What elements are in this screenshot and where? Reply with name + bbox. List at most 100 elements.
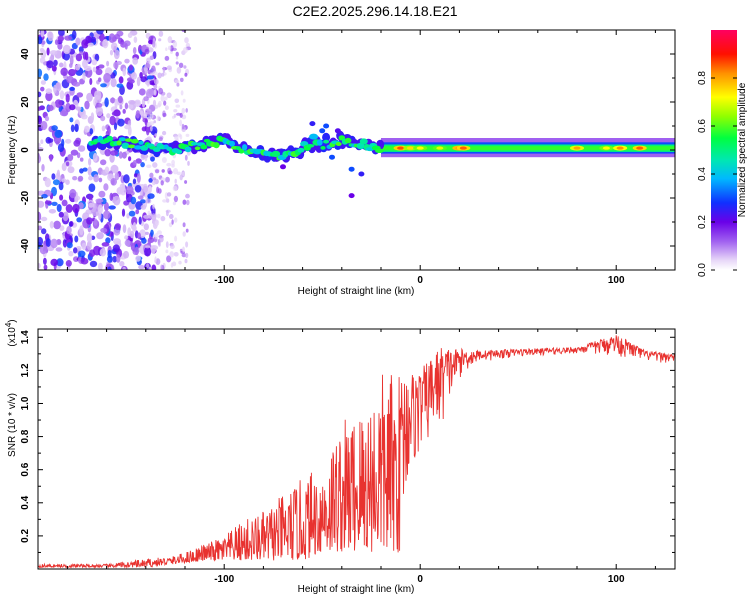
noise-blob (103, 210, 111, 220)
noise-blob (65, 204, 73, 213)
noise-blob (181, 253, 187, 258)
noise-blob (76, 92, 84, 98)
ridge-blob (306, 144, 315, 148)
noise-blob (150, 229, 154, 237)
noise-blob (165, 176, 170, 183)
noise-blob (129, 230, 135, 239)
noise-blob (98, 190, 106, 198)
noise-blob (146, 108, 151, 115)
noise-blob (57, 42, 63, 50)
noise-blob (117, 118, 125, 127)
noise-blob (80, 114, 88, 120)
noise-blob (182, 222, 186, 228)
noise-blob (54, 39, 59, 45)
noise-blob (65, 179, 70, 185)
noise-blob (116, 254, 121, 263)
noise-blob (183, 65, 187, 69)
noise-blob (165, 198, 170, 203)
noise-blob (151, 264, 157, 270)
noise-blob (73, 247, 78, 254)
ridge-blob (116, 140, 122, 146)
noise-blob (61, 178, 67, 183)
ridge-blob (118, 137, 126, 142)
noise-blob (187, 160, 190, 166)
noise-blob (153, 88, 157, 96)
noise-blob (43, 257, 47, 265)
noise-blob (170, 262, 174, 268)
noise-blob (38, 91, 42, 98)
noise-blob (146, 164, 152, 169)
outlier-blob (319, 128, 326, 134)
noise-blob (183, 47, 188, 54)
noise-blob (47, 31, 54, 42)
outlier-blob (323, 123, 330, 129)
noise-blob (38, 262, 41, 269)
noise-blob (72, 176, 78, 181)
noise-blob (51, 201, 58, 206)
noise-blob (151, 180, 156, 186)
outlier-blob (309, 121, 316, 127)
noise-blob (64, 35, 73, 41)
noise-blob (155, 219, 160, 226)
noise-blob (49, 221, 54, 229)
noise-blob (53, 220, 61, 230)
noise-blob (119, 183, 126, 191)
noise-blob (59, 110, 68, 117)
outlier-blob (334, 128, 341, 134)
noise-blob (176, 82, 180, 87)
noise-blob (65, 102, 71, 113)
noise-blob (165, 249, 169, 254)
ridge-blob (121, 142, 130, 149)
noise-blob (74, 123, 79, 133)
y-tick-label: -20 (20, 190, 31, 205)
noise-blob (86, 240, 92, 251)
outlier-blob (329, 154, 335, 160)
noise-blob (51, 125, 58, 131)
noise-blob (148, 186, 153, 192)
noise-blob (132, 47, 137, 55)
ridge-blob (175, 149, 183, 155)
ridge-hotspot (406, 146, 414, 150)
noise-blob (122, 67, 127, 77)
noise-blob (43, 264, 48, 270)
snr-panel: -100 0 100 0.2 0.4 0.6 0.8 1.0 1.2 1.4 Height of … (4, 319, 676, 595)
y-tick-label: 0.6 (20, 462, 31, 476)
noise-blob (113, 122, 118, 131)
noise-blob (133, 173, 138, 178)
noise-blob (69, 221, 74, 227)
noise-blob (67, 154, 74, 162)
noise-blob (172, 185, 178, 192)
noise-blob (131, 216, 138, 226)
noise-blob (150, 125, 153, 132)
noise-blob (79, 225, 84, 236)
noise-blob (168, 170, 173, 175)
noise-blob (114, 99, 118, 109)
noise-blob (172, 201, 176, 206)
noise-blob (169, 251, 174, 258)
noise-blob (175, 51, 179, 57)
noise-blob (161, 169, 165, 173)
noise-blob (82, 51, 87, 60)
noise-blob (182, 199, 187, 205)
noise-blob (71, 30, 77, 40)
noise-blob (117, 95, 123, 104)
noise-blob (104, 149, 111, 157)
noise-blob (151, 177, 157, 181)
noise-blob (99, 32, 105, 42)
noise-blob (124, 102, 129, 110)
noise-blob (111, 42, 118, 51)
noise-blob (69, 188, 77, 199)
noise-blob (178, 62, 184, 68)
noise-blob (167, 93, 172, 98)
noise-blob (57, 35, 64, 42)
noise-blob (109, 49, 114, 56)
noise-blob (112, 255, 118, 263)
noise-blob (82, 59, 88, 69)
noise-blob (76, 217, 83, 223)
noise-blob (180, 77, 184, 82)
noise-blob (124, 58, 130, 64)
y-tick-label: 20 (20, 96, 31, 108)
noise-blob (45, 238, 51, 247)
noise-blob (114, 223, 122, 231)
noise-blob (147, 193, 155, 199)
